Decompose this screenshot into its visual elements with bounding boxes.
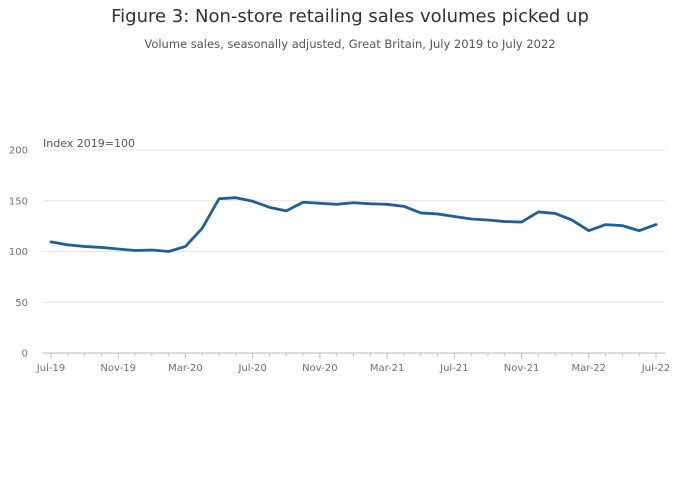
- x-tick-label: Mar-22: [571, 363, 606, 374]
- x-tick-label: Mar-20: [168, 363, 203, 374]
- y-tick-label: 200: [9, 146, 28, 157]
- chart-title: Figure 3: Non-store retailing sales volu…: [111, 6, 589, 27]
- x-tick-label: Jul-21: [439, 363, 468, 374]
- y-tick-label: 100: [9, 247, 28, 258]
- x-tick-label: Jul-19: [36, 363, 65, 374]
- x-tick-label: Nov-21: [504, 363, 540, 374]
- x-tick-label: Nov-20: [302, 363, 338, 374]
- y-tick-label: 0: [22, 349, 28, 360]
- x-tick-label: Mar-21: [370, 363, 405, 374]
- gridlines: [43, 149, 665, 303]
- y-axis: 0 50 100 150 200: [9, 146, 28, 360]
- series-layer: [49, 196, 658, 253]
- y-axis-title: Index 2019=100: [43, 137, 135, 150]
- chart-subtitle: Volume sales, seasonally adjusted, Great…: [144, 37, 556, 51]
- x-axis: Jul-19 Nov-19 Mar-20 Jul-20 Nov-20 Mar-21 Jul-…: [36, 352, 670, 374]
- x-tick-label: Nov-19: [100, 363, 136, 374]
- y-tick-label: 50: [15, 298, 28, 309]
- series-line: [49, 196, 658, 253]
- x-tick-label: Jul-22: [641, 363, 670, 374]
- y-tick-label: 150: [9, 196, 28, 207]
- x-tick-label: Jul-20: [237, 363, 266, 374]
